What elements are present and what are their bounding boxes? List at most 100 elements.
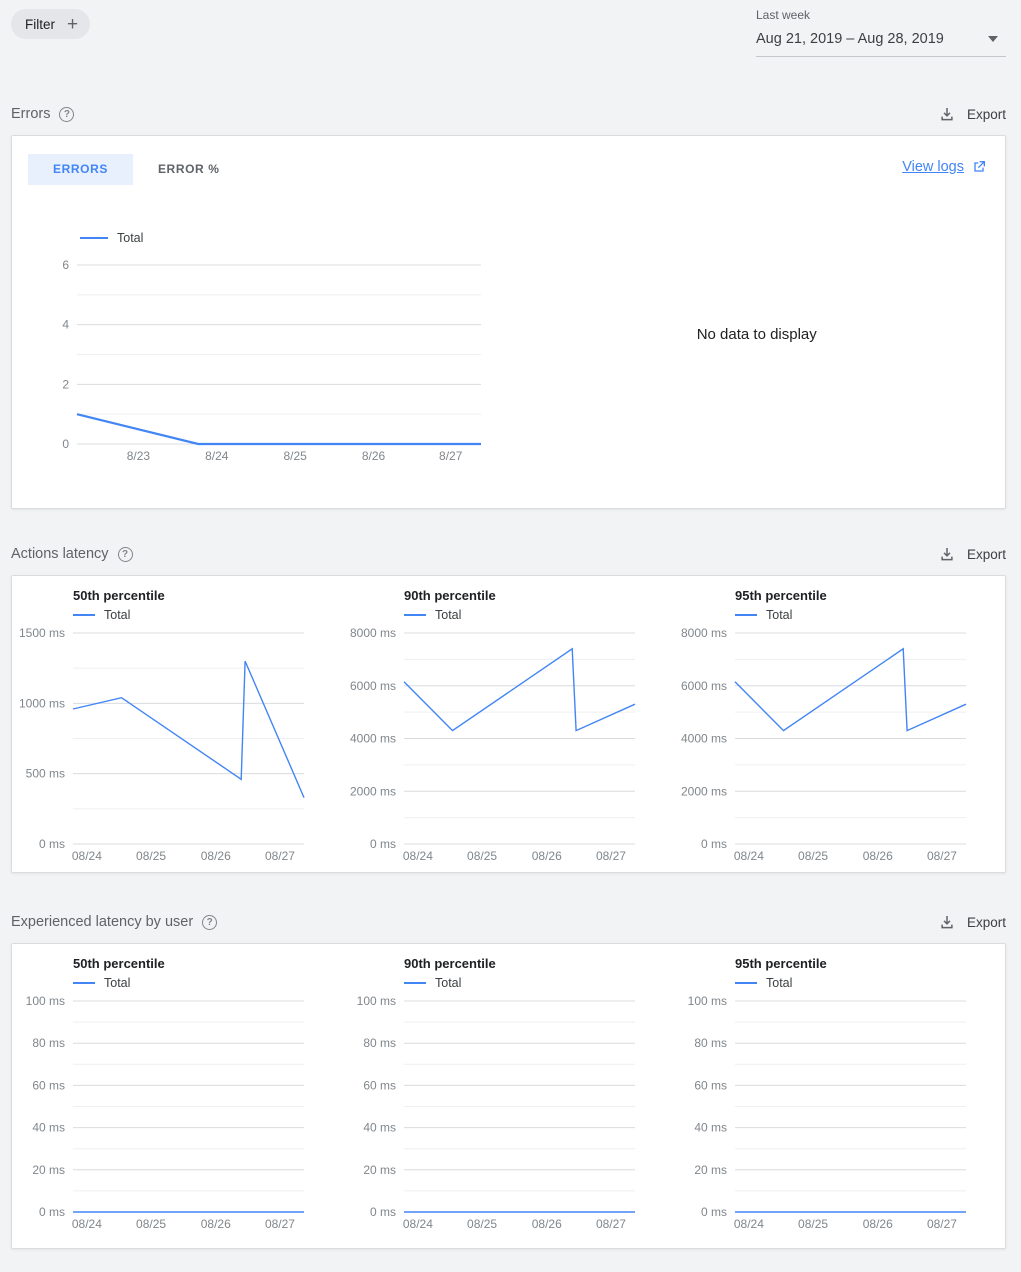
chart-legend: Total xyxy=(404,608,674,622)
svg-text:0: 0 xyxy=(62,437,69,451)
legend-line-icon xyxy=(735,614,757,616)
no-data-message: No data to display xyxy=(696,326,817,343)
chart-title: 95th percentile xyxy=(735,588,827,603)
export-label: Export xyxy=(966,106,1006,122)
svg-text:60 ms: 60 ms xyxy=(32,1078,65,1092)
svg-text:0 ms: 0 ms xyxy=(39,1205,65,1219)
legend-label-total: Total xyxy=(104,976,131,990)
chart-title: 90th percentile xyxy=(404,956,496,971)
svg-text:08/26: 08/26 xyxy=(532,849,562,863)
svg-text:08/27: 08/27 xyxy=(927,849,957,863)
svg-text:8/23: 8/23 xyxy=(127,449,151,463)
svg-text:2: 2 xyxy=(62,377,69,391)
download-icon xyxy=(941,916,953,929)
svg-text:08/24: 08/24 xyxy=(734,849,764,863)
export-button-errors[interactable]: Export xyxy=(938,105,1006,123)
experienced-latency-section-header: Experienced latency by user ? Export xyxy=(11,909,1006,935)
chart-legend: Total xyxy=(73,608,343,622)
svg-text:08/25: 08/25 xyxy=(798,849,828,863)
svg-text:40 ms: 40 ms xyxy=(363,1121,396,1135)
filter-chip[interactable]: Filter + xyxy=(11,9,91,39)
help-icon[interactable]: ? xyxy=(202,914,218,930)
export-button-experienced-latency[interactable]: Export xyxy=(938,913,1006,931)
plus-icon: + xyxy=(67,13,79,35)
chart-legend: Total xyxy=(735,608,1005,622)
svg-text:80 ms: 80 ms xyxy=(32,1036,65,1050)
export-button-actions-latency[interactable]: Export xyxy=(938,545,1006,563)
legend-label-total: Total xyxy=(766,976,793,990)
svg-text:08/27: 08/27 xyxy=(596,1217,626,1231)
legend-label-total: Total xyxy=(435,976,462,990)
svg-text:08/26: 08/26 xyxy=(863,849,893,863)
svg-text:08/25: 08/25 xyxy=(798,1217,828,1231)
errors-tabs: ERRORS ERROR % xyxy=(28,154,245,185)
svg-text:60 ms: 60 ms xyxy=(363,1078,396,1092)
svg-text:08/26: 08/26 xyxy=(532,1217,562,1231)
filter-chip-label: Filter xyxy=(25,16,55,32)
svg-text:08/26: 08/26 xyxy=(201,1217,231,1231)
tab-errors[interactable]: ERRORS xyxy=(28,154,133,185)
date-range-value: Aug 21, 2019 – Aug 28, 2019 xyxy=(756,31,944,47)
date-range-block: Last week Aug 21, 2019 – Aug 28, 2019 xyxy=(756,8,1006,57)
svg-text:0 ms: 0 ms xyxy=(370,1205,396,1219)
legend-line-icon xyxy=(735,982,757,984)
experienced-latency-90th-block: 90th percentile Total 0 ms 20 ms 40 ms 60 m… xyxy=(343,944,674,1248)
svg-text:6000 ms: 6000 ms xyxy=(681,679,727,693)
date-range-select[interactable]: Aug 21, 2019 – Aug 28, 2019 xyxy=(756,31,1006,57)
svg-text:40 ms: 40 ms xyxy=(32,1121,65,1135)
chart-legend: Total xyxy=(73,976,343,990)
actions-latency-section-header: Actions latency ? Export xyxy=(11,541,1006,567)
svg-text:0 ms: 0 ms xyxy=(370,837,396,851)
svg-text:08/27: 08/27 xyxy=(265,1217,295,1231)
legend-line-icon xyxy=(73,982,95,984)
svg-text:08/25: 08/25 xyxy=(136,1217,166,1231)
date-range-label: Last week xyxy=(756,8,811,22)
legend-line-icon xyxy=(73,614,95,616)
section-title-errors: Errors xyxy=(11,106,51,122)
experienced-latency-50th-block: 50th percentile Total 0 ms 20 ms 40 ms 60 m… xyxy=(12,944,343,1248)
svg-text:2000 ms: 2000 ms xyxy=(350,784,396,798)
svg-text:08/26: 08/26 xyxy=(863,1217,893,1231)
svg-text:500 ms: 500 ms xyxy=(26,767,65,781)
help-icon[interactable]: ? xyxy=(117,546,133,562)
svg-text:1000 ms: 1000 ms xyxy=(19,696,65,710)
svg-text:100 ms: 100 ms xyxy=(26,994,65,1008)
chart-legend: Total xyxy=(404,976,674,990)
view-logs-link[interactable]: View logs xyxy=(902,159,987,175)
svg-text:08/27: 08/27 xyxy=(265,849,295,863)
actions-latency-95th-chart: 0 ms 2000 ms 4000 ms 6000 ms 8000 ms 08/24 08/… xyxy=(678,622,1005,875)
actions-latency-50th-block: 50th percentile Total 0 ms 500 ms 1000 ms 1… xyxy=(12,576,343,875)
svg-text:08/26: 08/26 xyxy=(201,849,231,863)
legend-label-total: Total xyxy=(435,608,462,622)
svg-text:4000 ms: 4000 ms xyxy=(350,732,396,746)
svg-text:20 ms: 20 ms xyxy=(32,1163,65,1177)
view-logs-label: View logs xyxy=(902,159,964,175)
tab-error-percent[interactable]: ERROR % xyxy=(157,162,220,176)
legend-line-icon xyxy=(404,982,426,984)
experienced-latency-card: 50th percentile Total 0 ms 20 ms 40 ms 60 m… xyxy=(11,943,1006,1249)
svg-text:0 ms: 0 ms xyxy=(39,837,65,851)
svg-text:0 ms: 0 ms xyxy=(701,837,727,851)
svg-text:20 ms: 20 ms xyxy=(363,1163,396,1177)
legend-label-total: Total xyxy=(766,608,793,622)
svg-text:08/25: 08/25 xyxy=(467,1217,497,1231)
svg-text:08/25: 08/25 xyxy=(467,849,497,863)
download-icon xyxy=(941,548,953,561)
download-icon xyxy=(941,108,953,121)
errors-chart-legend: Total xyxy=(80,231,143,245)
svg-text:8000 ms: 8000 ms xyxy=(681,626,727,640)
actions-latency-50th-chart: 0 ms 500 ms 1000 ms 1500 ms 08/24 08/25 08/26 0… xyxy=(16,622,343,875)
help-icon[interactable]: ? xyxy=(59,106,75,122)
svg-text:6000 ms: 6000 ms xyxy=(350,679,396,693)
svg-text:8000 ms: 8000 ms xyxy=(350,626,396,640)
legend-line-icon xyxy=(80,237,108,239)
legend-line-icon xyxy=(404,614,426,616)
svg-text:08/27: 08/27 xyxy=(596,849,626,863)
chart-title: 95th percentile xyxy=(735,956,827,971)
chart-title: 50th percentile xyxy=(73,588,165,603)
section-title-experienced-latency: Experienced latency by user xyxy=(11,914,194,930)
svg-text:60 ms: 60 ms xyxy=(694,1078,727,1092)
actions-latency-card: 50th percentile Total 0 ms 500 ms 1000 ms 1… xyxy=(11,575,1006,873)
topbar: Filter + Last week Aug 21, 2019 – Aug 28… xyxy=(11,8,1006,57)
